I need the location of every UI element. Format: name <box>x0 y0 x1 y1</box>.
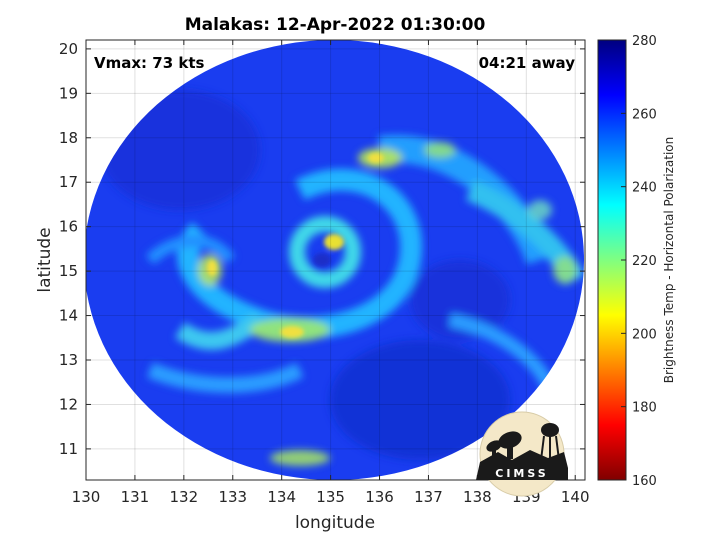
x-tick-label: 140 <box>561 488 590 506</box>
satellite-dish-icon <box>498 431 522 449</box>
y-tick-label: 20 <box>59 40 78 58</box>
y-tick-label: 14 <box>59 307 78 325</box>
water-tower-icon <box>541 423 559 437</box>
x-tick-label: 136 <box>365 488 394 506</box>
y-tick-label: 18 <box>59 129 78 147</box>
colorbar-label: Brightness Temp - Horizontal Polarizatio… <box>662 137 676 384</box>
y-tick-label: 13 <box>59 351 78 369</box>
swath-image <box>86 40 584 480</box>
colorbar-tick-label: 240 <box>632 181 657 196</box>
colorbar-tick-label: 200 <box>632 327 657 342</box>
axes-box <box>85 39 586 481</box>
y-tick-label: 12 <box>59 395 78 413</box>
y-tick-label: 16 <box>59 218 78 236</box>
x-tick-label: 137 <box>414 488 443 506</box>
logo-text: CIMSS <box>495 467 548 480</box>
colorbar-tick-label: 280 <box>632 34 657 49</box>
x-tick-label: 131 <box>121 488 150 506</box>
vmax-annotation: Vmax: 73 kts <box>94 54 204 72</box>
chart-title: Malakas: 12-Apr-2022 01:30:00 <box>185 15 486 35</box>
x-tick-label: 130 <box>72 488 101 506</box>
colorbar-tick-label: 160 <box>632 474 657 489</box>
x-tick-label: 133 <box>218 488 247 506</box>
x-tick-label: 134 <box>267 488 296 506</box>
x-ticks: 130 131 132 133 134 135 136 137 138 139 140 <box>72 40 590 506</box>
x-tick-label: 132 <box>170 488 199 506</box>
y-axis-label: latitude <box>35 227 55 292</box>
y-tick-label: 17 <box>59 173 78 191</box>
x-axis-label: longitude <box>295 513 375 533</box>
time-away-annotation: 04:21 away <box>479 54 576 72</box>
y-tick-label: 19 <box>59 84 78 102</box>
gridlines <box>85 40 585 480</box>
y-tick-label: 15 <box>59 262 78 280</box>
cimss-logo: CIMSS <box>476 411 568 497</box>
x-tick-label: 135 <box>316 488 345 506</box>
y-tick-label: 11 <box>59 440 78 458</box>
colorbar-tick-label: 180 <box>632 401 657 416</box>
y-ticks: 11 12 13 14 15 16 17 18 19 20 <box>59 40 585 458</box>
colorbar-tick-label: 220 <box>632 254 657 269</box>
colorbar-tick-label: 260 <box>632 107 657 122</box>
x-tick-label: 138 <box>463 488 492 506</box>
logo-hills <box>476 450 568 480</box>
colorbar-ticks: 160 180 200 220 240 260 280 <box>621 34 657 489</box>
